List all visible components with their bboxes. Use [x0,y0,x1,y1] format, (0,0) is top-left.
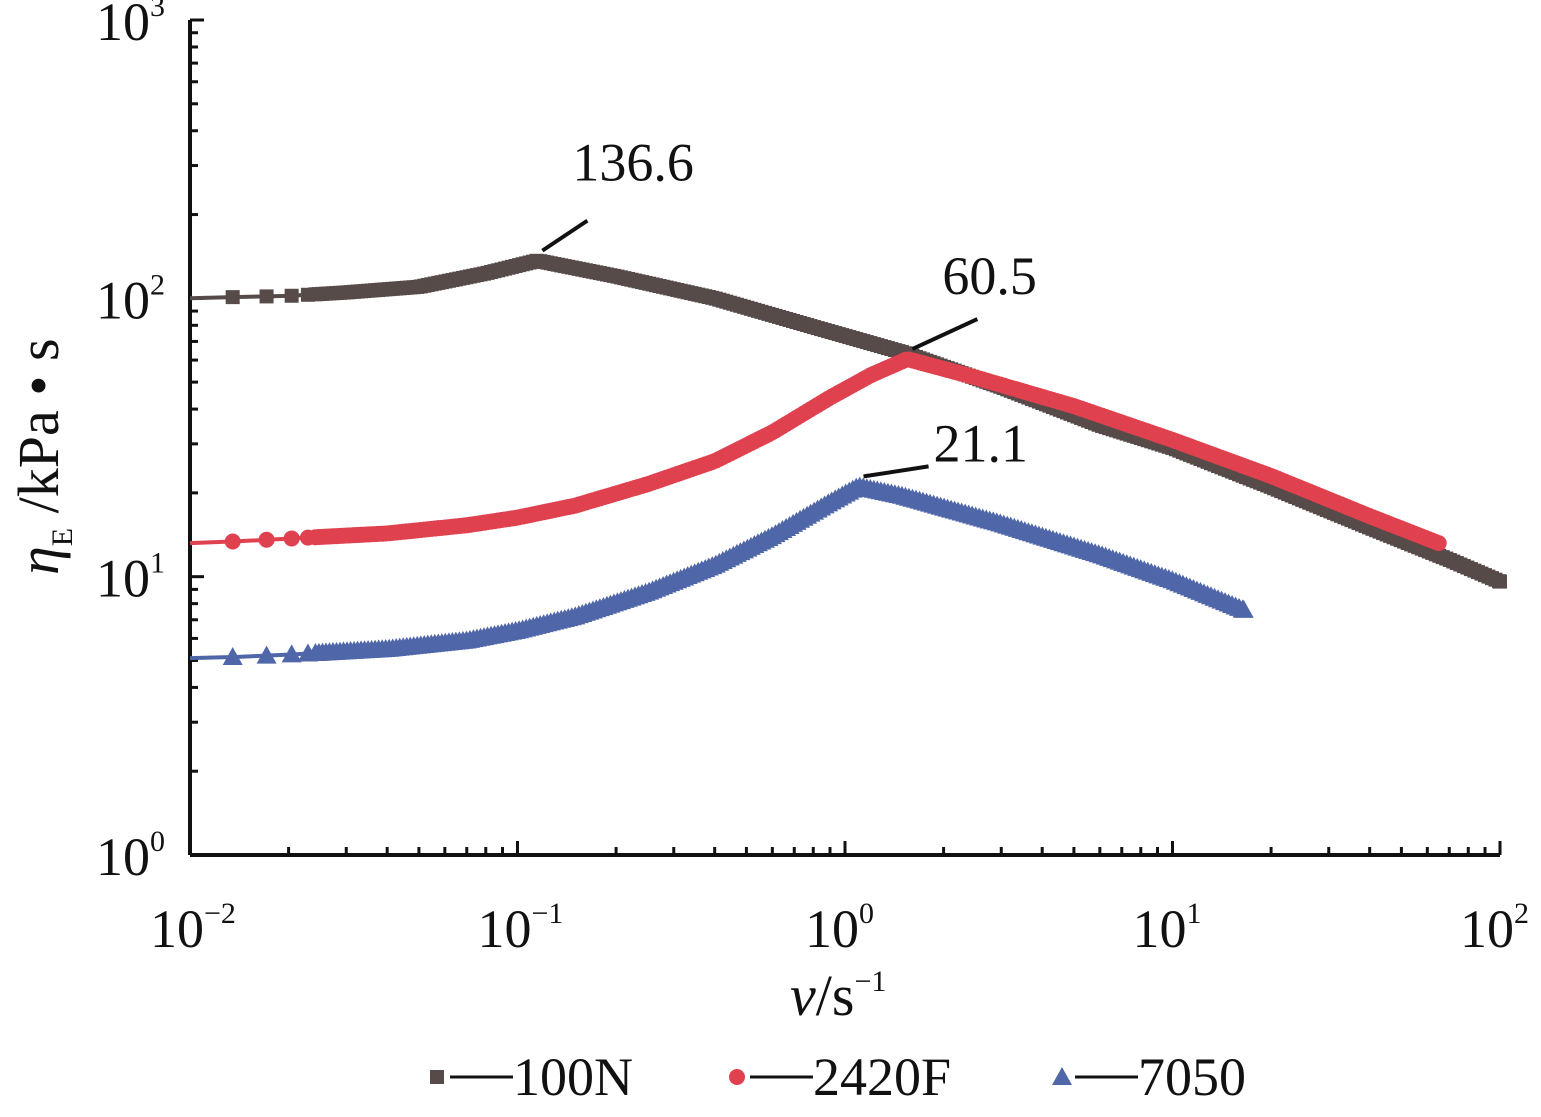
x-tick-label: 101 [1133,897,1202,959]
y-tick-label: 101 [96,547,165,609]
y-tick-label: 100 [96,825,165,887]
x-axis-title: v/s−1 [790,963,886,1028]
x-tick-label: 100 [805,897,874,959]
x-axis-var: v [790,963,816,1028]
data-point [259,289,274,304]
annotation-label: 136.6 [572,133,694,193]
x-tick-base: 10 [478,899,532,959]
data-point [1493,574,1507,589]
x-tick-exponent: 2 [1514,897,1529,930]
annotations: 136.6 60.5 21.1 [541,133,1037,479]
series-7050 [189,476,1254,666]
annotation-label: 60.5 [942,246,1037,306]
y-axis-var: η [6,546,71,575]
x-tick-base: 10 [150,899,204,959]
data-point [281,644,302,663]
annotation-leader [863,464,929,479]
y-axis-title: ηE /kPa • s [6,338,79,575]
legend-item-100N: 100N [430,1047,633,1107]
x-tick-base: 10 [805,899,859,959]
x-tick-exponent: 0 [859,897,874,930]
data-point [256,645,277,664]
y-tick-label: 102 [96,268,165,330]
legend-item-7050: 7050 [1052,1047,1246,1107]
y-tick-base: 10 [96,0,150,52]
legend-item-2420F: 2420F [729,1047,951,1107]
x-axis-unit: /s [816,963,855,1028]
annotation-label: 21.1 [934,413,1029,473]
y-tick-exponent: 3 [150,0,165,23]
x-tick-base: 10 [1133,899,1187,959]
legend-marker [1052,1067,1072,1085]
legend-marker [729,1069,745,1085]
y-tick-exponent: 1 [150,547,165,580]
series-markers [225,253,1507,589]
annotation-leader [911,317,979,351]
y-tick-base: 10 [96,270,150,330]
legend: 100N 2420F 7050 [430,1047,1246,1107]
y-tick-exponent: 2 [150,268,165,301]
data-point [283,530,300,547]
x-tick-label: 10−1 [478,897,564,959]
y-axis-var-sub: E [46,528,79,546]
legend-label: 2420F [813,1047,951,1107]
series-markers [224,351,1447,552]
data-point [258,531,275,548]
x-tick-exponent: 1 [1187,897,1202,930]
x-axis-unit-exp: −1 [854,965,886,998]
axes [188,18,1502,857]
data-point [1233,599,1254,618]
data-point [225,290,240,305]
data-point [1430,535,1447,552]
x-tick-exponent: −2 [204,897,236,930]
x-tick-exponent: −1 [532,897,564,930]
annotation-leader [541,218,589,253]
legend-marker [430,1070,444,1084]
y-tick-exponent: 0 [150,825,165,858]
legend-label: 100N [513,1047,633,1107]
legend-label: 7050 [1138,1047,1246,1107]
x-tick-base: 10 [1460,899,1514,959]
data-point [222,647,243,666]
data-point [224,533,241,550]
data-point [284,288,299,303]
y-tick-label: 103 [96,0,165,52]
y-tick-base: 10 [96,827,150,887]
series-2420F [189,351,1447,552]
y-axis-unit: /kPa • s [6,338,71,528]
series-group [189,253,1507,666]
x-tick-label: 10−2 [150,897,236,959]
series-markers [222,476,1254,666]
y-tick-base: 10 [96,549,150,609]
x-tick-label: 102 [1460,897,1529,959]
